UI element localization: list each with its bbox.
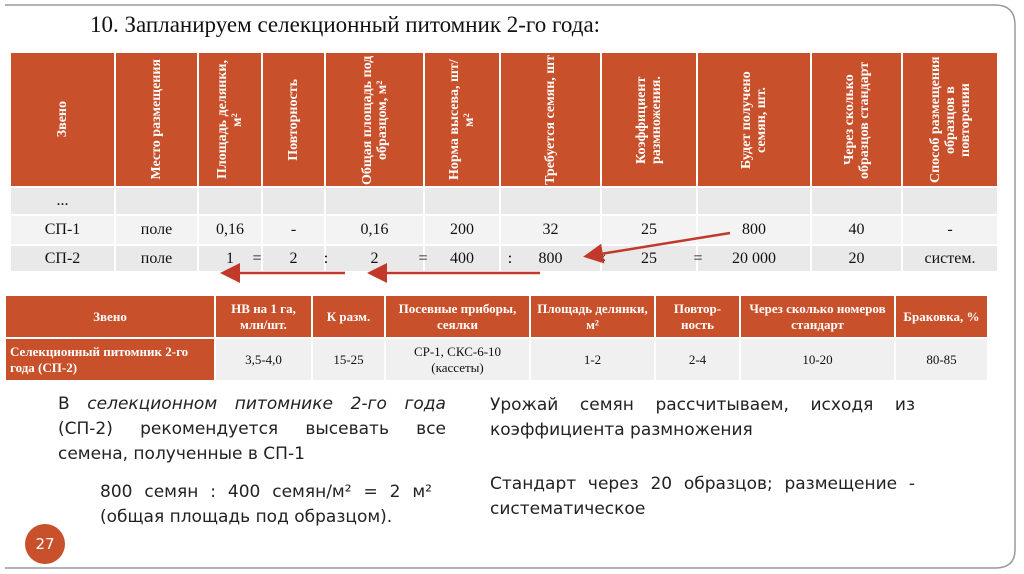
header-cell: К разм. [312, 295, 385, 338]
table-cell [902, 187, 998, 215]
header-cell: НВ на 1 га, млн/шт. [215, 295, 312, 338]
table-cell: 40 [811, 215, 902, 245]
table-cell: Селекционный питомник 2-го года (СП-2) [5, 338, 215, 381]
header-text: Через сколько образцов стандарт [841, 60, 872, 179]
table-cell: поле [115, 215, 198, 245]
header-cell: Коэффициент размножения. [601, 52, 697, 187]
table-cell: 25 [601, 215, 697, 245]
header-cell: Площадь делянки, м² [198, 52, 262, 187]
page-number: 27 [25, 524, 65, 564]
table-cell: ... [10, 187, 115, 215]
operator: × [597, 250, 607, 267]
table-cell: 10-20 [740, 338, 895, 381]
text: (СП-2) рекомендуется высевать все семена… [58, 419, 446, 464]
table-cell: 0,16 [325, 215, 424, 245]
table-cell: 20 000 [697, 245, 811, 272]
table-cell: систем. [902, 245, 998, 272]
table-cell: 2-4 [655, 338, 740, 381]
header-text: Норма высева, шт/м² [447, 59, 477, 180]
frame [5, 4, 1016, 569]
table-cell: 0,16 [198, 215, 262, 245]
table-cell [424, 187, 500, 215]
table-cell: 25 [601, 245, 697, 272]
header-text: Способ размещения образцов в повторении [927, 56, 973, 183]
title: 10. Запланируем селекционный питомник 2-… [90, 12, 601, 37]
table-cell: 400 [424, 245, 500, 272]
header-text: Повторность [286, 78, 301, 161]
text: В [58, 394, 88, 414]
table-cell: - [262, 215, 325, 245]
table-cell [198, 187, 262, 215]
table-cell: 1-2 [530, 338, 655, 381]
right-paragraph: Стандарт через 20 образцов; размещение -… [490, 474, 915, 519]
table-cell: поле [115, 245, 198, 272]
operator: = [418, 250, 428, 267]
table-cell: 800 [697, 215, 811, 245]
header-cell: Площадь делянки, м² [530, 295, 655, 338]
table-cell [262, 187, 325, 215]
operator: = [252, 250, 262, 267]
table-cell [811, 187, 902, 215]
table-cell: 200 [424, 215, 500, 245]
table-cell: 3,5-4,0 [215, 338, 312, 381]
header-cell: Требуется семян, шт [500, 52, 601, 187]
table-cell [325, 187, 424, 215]
operator: : [323, 250, 329, 267]
right-paragraph: Урожай семян рассчитываем, исходя из коэ… [490, 395, 915, 440]
header-text: Место размещения [149, 59, 164, 180]
header-text: Требуется семян, шт [543, 54, 558, 185]
header-cell: Через сколько образцов стандарт [811, 52, 902, 187]
table-cell: 800 [500, 245, 601, 272]
header-cell: Браковка, % [895, 295, 988, 338]
table-cell: - [902, 215, 998, 245]
table-cell [601, 187, 697, 215]
header-text: Будет получено семян, шт. [739, 70, 769, 169]
header-cell: Повторность [262, 52, 325, 187]
left-paragraph: В селекционном питомнике 2-го года (СП-2… [58, 392, 446, 467]
header-cell: Повтор-ность [655, 295, 740, 338]
formula: 800 семян : 400 семян/м² = 2 м² (общая п… [100, 482, 432, 527]
table-cell [500, 187, 601, 215]
header-cell: Звено [5, 295, 215, 338]
table-cell: 80-85 [895, 338, 988, 381]
header-cell: Место размещения [115, 52, 198, 187]
header-text: Коэффициент размножения. [634, 75, 664, 164]
header-text: Площадь делянки, м² [215, 60, 245, 179]
operator: : [507, 250, 513, 267]
table-cell: 20 [811, 245, 902, 272]
header-cell: Общая площадь под образцом, м² [325, 52, 424, 187]
table-cell: 15-25 [312, 338, 385, 381]
table-cell: 32 [500, 215, 601, 245]
header-cell: Способ размещения образцов в повторении [902, 52, 998, 187]
table-cell [115, 187, 198, 215]
operator: = [693, 250, 703, 267]
table-cell: 2 [262, 245, 325, 272]
text-italic: селекционном питомнике 2-го года [87, 394, 446, 414]
table-cell: СП-2 [10, 245, 115, 272]
header-text: Звено [55, 101, 70, 138]
table-cell: СП-1 [10, 215, 115, 245]
table-cell: СР-1, СКС-6-10 (кассеты) [385, 338, 530, 381]
table-cell: 2 [325, 245, 424, 272]
header-cell: Норма высева, шт/м² [424, 52, 500, 187]
header-text: Общая площадь под образцом, м² [359, 54, 390, 185]
header-cell: Через сколько номеров стандарт [740, 295, 895, 338]
header-cell: Будет получено семян, шт. [697, 52, 811, 187]
header-cell: Звено [10, 52, 115, 187]
header-cell: Посевные приборы, сеялки [385, 295, 530, 338]
table-cell [697, 187, 811, 215]
